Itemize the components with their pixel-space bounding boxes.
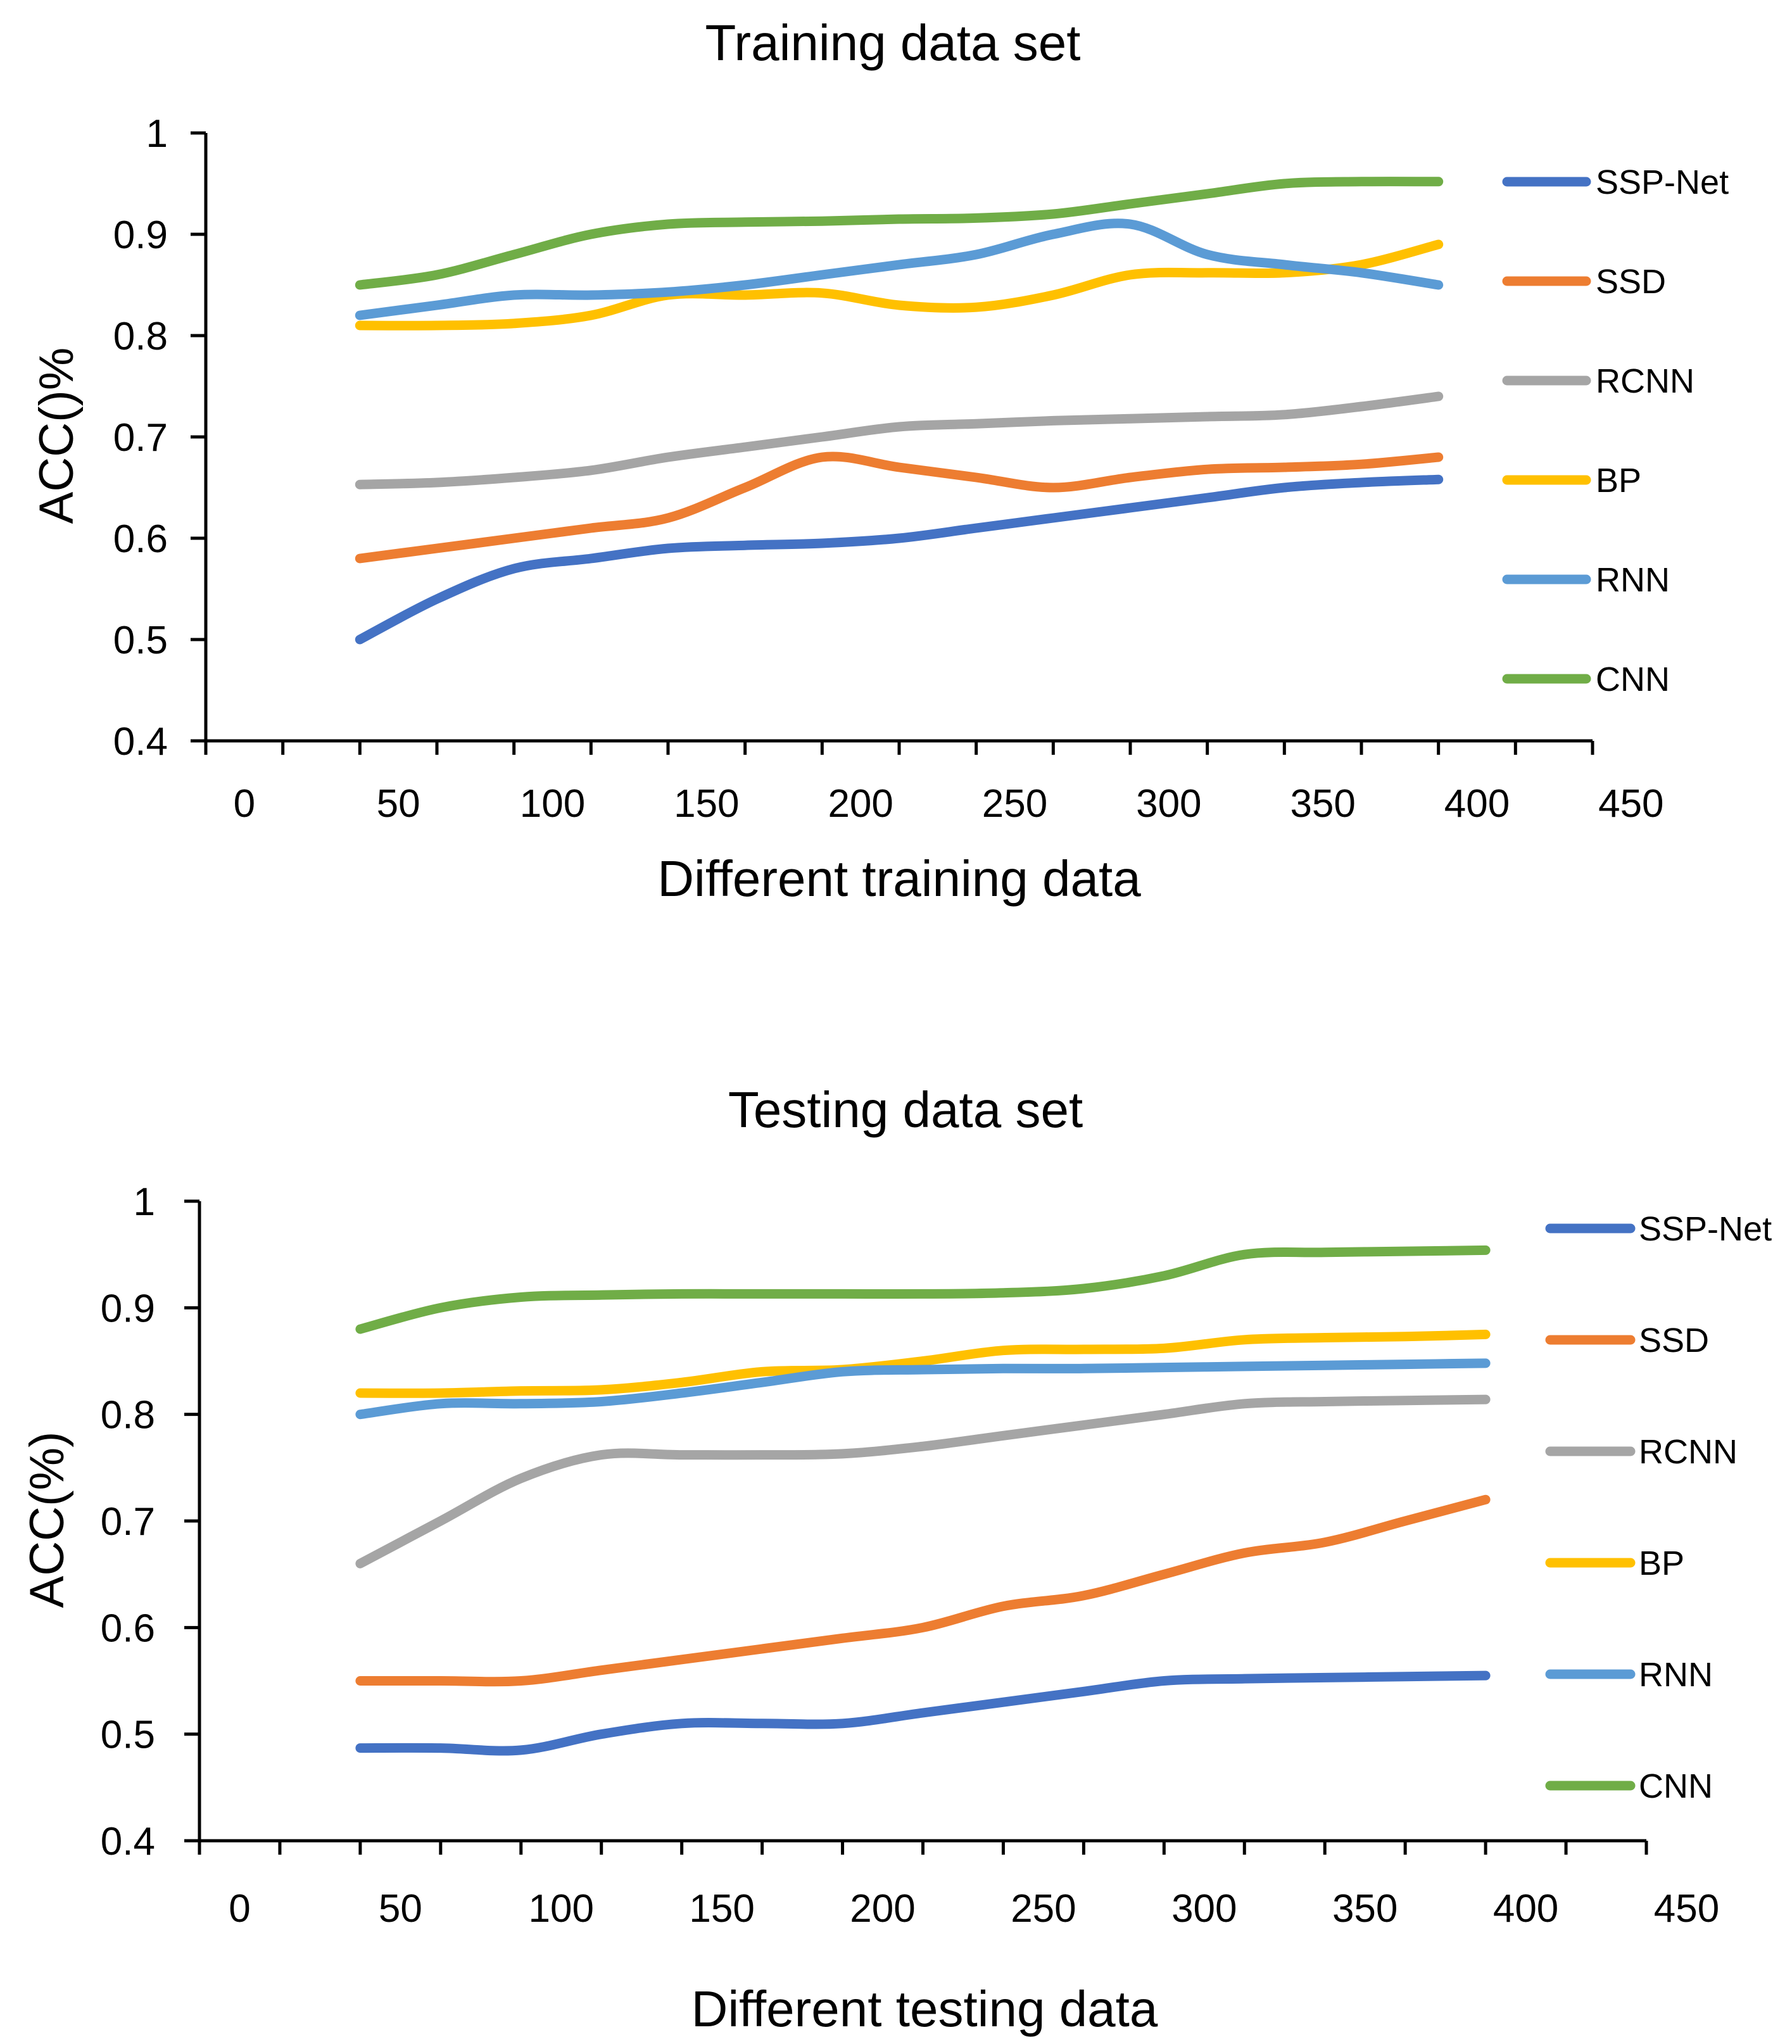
y-tick-label: 0.5 — [113, 619, 168, 662]
legend: SSP-Net SSD RCNN BP RNN CNN — [1545, 1210, 1772, 1805]
y-tick-label: 0.4 — [101, 1820, 155, 1864]
y-tick-label: 0.9 — [101, 1287, 155, 1330]
x-tick-label: 300 — [1136, 782, 1201, 826]
x-tick-label: 50 — [377, 782, 420, 826]
series-lines — [355, 1245, 1491, 1756]
legend-label-ssp-net: SSP-Net — [1639, 1210, 1772, 1248]
y-tick-label: 0.7 — [113, 416, 168, 460]
x-axis-label: Different testing data — [691, 1981, 1158, 2037]
series-lines — [355, 177, 1444, 645]
axes — [184, 1199, 1648, 1855]
y-tick-label: 1 — [134, 1180, 155, 1224]
y-tick-label: 0.4 — [113, 720, 168, 764]
series-line-rcnn — [355, 391, 1444, 489]
y-axis-label: ACC()% — [30, 348, 84, 524]
x-tick-label: 50 — [379, 1887, 422, 1931]
legend-label-cnn: CNN — [1639, 1767, 1713, 1805]
y-tick-label: 0.6 — [101, 1606, 155, 1650]
y-axis-label: ACC(%) — [20, 1432, 74, 1608]
legend-label-bp: BP — [1596, 462, 1641, 500]
legend: SSP-Net SSD RCNN BP RNN CNN — [1502, 163, 1729, 698]
y-tick-label: 0.8 — [101, 1394, 155, 1437]
x-tick-label: 450 — [1598, 782, 1663, 826]
x-tick-label: 200 — [850, 1887, 915, 1931]
x-tick-label: 250 — [982, 782, 1047, 826]
x-tick-label: 0 — [229, 1887, 250, 1931]
legend-label-rcnn: RCNN — [1596, 362, 1694, 400]
x-tick-label: 100 — [520, 782, 585, 826]
series-line-ssp-net — [355, 1670, 1491, 1756]
series-line-ssd — [355, 1494, 1491, 1687]
y-tick-label: 0.8 — [113, 315, 168, 358]
tick-labels: 0.4 0.5 0.6 0.7 0.8 0.9 1 0 50 100 150 200 250 300 350… — [113, 112, 1664, 826]
x-tick-label: 0 — [234, 782, 255, 826]
x-tick-label: 150 — [674, 782, 739, 826]
legend-label-ssp-net: SSP-Net — [1596, 163, 1729, 201]
x-tick-label: 300 — [1171, 1887, 1237, 1931]
series-line-ssd — [355, 451, 1444, 564]
y-tick-label: 1 — [146, 112, 168, 156]
series-line-bp — [355, 1329, 1491, 1398]
x-tick-label: 350 — [1332, 1887, 1398, 1931]
y-tick-label: 0.5 — [101, 1713, 155, 1757]
legend-label-ssd: SSD — [1639, 1322, 1709, 1360]
x-tick-label: 100 — [529, 1887, 594, 1931]
training-chart: Training data set Different training dat… — [30, 15, 1729, 907]
legend-label-rnn: RNN — [1596, 561, 1670, 599]
series-line-bp — [355, 239, 1444, 331]
testing-chart: Testing data set Different testing data … — [20, 1082, 1772, 2037]
series-line-rnn — [355, 218, 1444, 320]
chart-title: Training data set — [705, 15, 1081, 71]
x-tick-label: 450 — [1654, 1887, 1719, 1931]
series-line-rnn — [355, 1358, 1491, 1420]
legend-label-bp: BP — [1639, 1544, 1684, 1582]
x-tick-label: 200 — [828, 782, 893, 826]
series-line-ssp-net — [355, 474, 1444, 645]
y-tick-label: 0.9 — [113, 213, 168, 257]
x-tick-label: 150 — [689, 1887, 754, 1931]
x-tick-label: 400 — [1444, 782, 1510, 826]
axes — [191, 131, 1594, 755]
legend-label-ssd: SSD — [1596, 263, 1666, 301]
x-tick-label: 250 — [1011, 1887, 1076, 1931]
chart-title: Testing data set — [728, 1082, 1083, 1138]
x-axis-label: Different training data — [657, 850, 1141, 907]
legend-label-rnn: RNN — [1639, 1656, 1713, 1694]
y-tick-label: 0.7 — [101, 1500, 155, 1544]
y-tick-label: 0.6 — [113, 517, 168, 561]
series-line-cnn — [355, 1245, 1491, 1334]
x-tick-label: 350 — [1290, 782, 1355, 826]
series-line-cnn — [355, 177, 1444, 290]
series-line-rcnn — [355, 1394, 1491, 1568]
x-tick-label: 400 — [1493, 1887, 1558, 1931]
legend-label-rcnn: RCNN — [1639, 1433, 1738, 1471]
tick-labels: 0.4 0.5 0.6 0.7 0.8 0.9 1 0 50 100 150 200 250 300 350… — [101, 1180, 1719, 1931]
legend-label-cnn: CNN — [1596, 660, 1670, 698]
